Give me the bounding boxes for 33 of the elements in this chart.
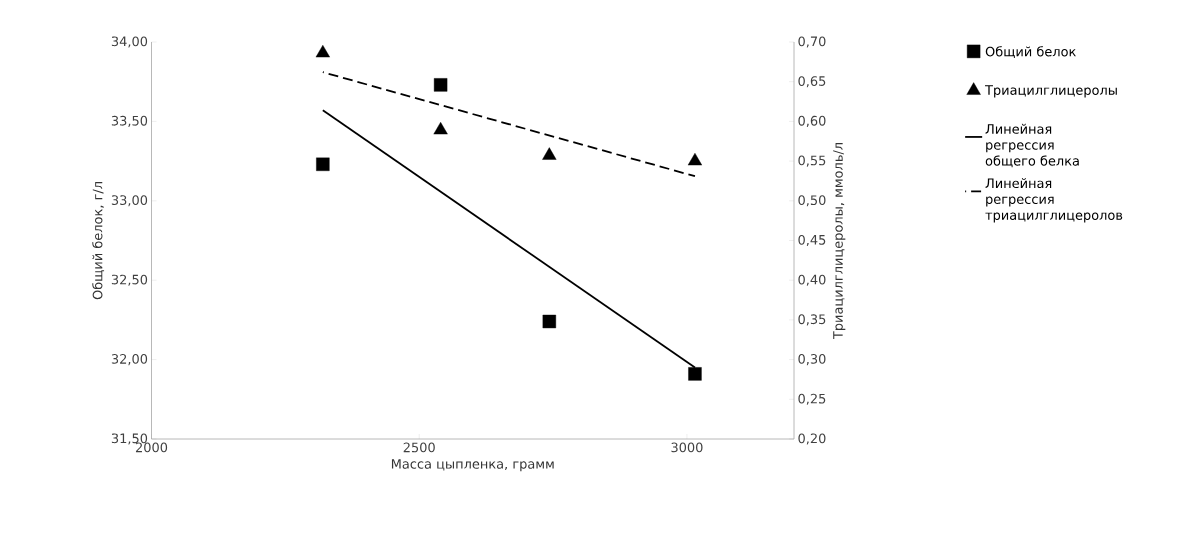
legend-label: Триацилглицеролы [985, 85, 1117, 98]
point [542, 314, 556, 329]
y2-tick-label: 0,35 [798, 314, 826, 326]
y2-tick-label: 0,40 [798, 274, 826, 286]
point [542, 147, 557, 160]
x-axis-title: Масса цыпленка, грамм [391, 459, 554, 472]
y-tick-label: 33,00 [111, 195, 148, 207]
y2-tick-label: 0,25 [798, 393, 826, 405]
y2-tick-label: 0,60 [798, 115, 826, 127]
y2-axis-title: Триацилглицеролы, ммоль/л [833, 142, 846, 340]
legend-label: Линейная регрессия общего белка [985, 123, 1079, 168]
point [433, 121, 448, 135]
y2-tick-label: 0,50 [798, 195, 826, 207]
point [316, 157, 330, 171]
x-tick-label: 2500 [403, 442, 435, 453]
y2-tick-label: 0,45 [798, 234, 826, 247]
y-tick-label: 33,50 [111, 115, 148, 127]
point [433, 78, 448, 92]
legend-label: Общий белок [985, 46, 1076, 59]
y-tick-label: 32,00 [111, 354, 148, 366]
point [315, 44, 330, 58]
legend-label: Линейная регрессия триацилглицеролов [985, 178, 1123, 223]
y2-tick-label: 0,55 [798, 155, 826, 167]
y2-tick-label: 0,70 [798, 36, 826, 48]
x-tick-label: 3000 [671, 442, 703, 453]
point [687, 152, 703, 166]
point [688, 367, 702, 381]
y2-tick-label: 0,30 [798, 354, 826, 366]
y-tick-label: 32,50 [111, 274, 148, 286]
y-axis-title: Общий белок, г/л [92, 182, 105, 300]
y2-tick-label: 0,65 [798, 76, 826, 88]
y2-tick-label: 0,20 [798, 433, 826, 445]
y-tick-label: 34,00 [111, 36, 148, 48]
